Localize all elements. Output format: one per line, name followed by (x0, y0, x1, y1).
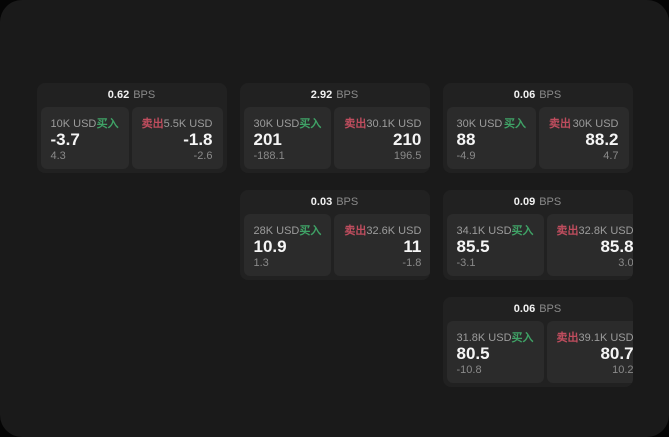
buy-price: 10.9 (253, 237, 287, 257)
buy-side-label: 买入 (299, 225, 322, 237)
sell-side-label: 卖出 (556, 332, 579, 344)
sell-size: 30.1K USD (366, 118, 422, 130)
buy-quote-panel[interactable]: 28K USD 买入 10.9 1.3 (243, 214, 332, 276)
sell-price: 210 (393, 130, 422, 150)
buy-side-label: 买入 (511, 332, 534, 344)
buy-side-label: 买入 (511, 225, 534, 237)
sell-quote-panel[interactable]: 卖出 30.1K USD 210 196.5 (334, 107, 430, 169)
buy-side-label: 买入 (504, 118, 526, 130)
buy-size: 30K USD (456, 118, 503, 130)
buy-quote-panel[interactable]: 34.1K USD 买入 85.5 -3.1 (446, 214, 544, 276)
sell-side-label: 卖出 (344, 118, 367, 130)
card-header: 0.03 BPS (240, 190, 430, 214)
bps-value: 0.06 (513, 89, 536, 101)
buy-sub-value: -188.1 (253, 150, 285, 162)
quote-card-5: 0.09 BPS 34.1K USD 买入 85.5 -3.1 卖出 32.8K … (442, 190, 633, 280)
sell-price: -1.8 (183, 130, 213, 150)
quote-card-3: 0.06 BPS 30K USD 买入 88 -4.9 卖出 30K USD (442, 83, 633, 173)
buy-price: 201 (253, 130, 282, 150)
sell-sub-value: -2.6 (193, 150, 213, 162)
sell-quote-panel[interactable]: 卖出 32.6K USD 11 -1.8 (334, 214, 430, 276)
buy-price: 85.5 (456, 237, 490, 257)
sell-price: 85.8 (600, 237, 633, 257)
buy-price: 88 (456, 130, 476, 150)
sell-price: 88.2 (585, 130, 619, 150)
bps-unit-label: BPS (539, 196, 562, 208)
buy-quote-panel[interactable]: 30K USD 买入 201 -188.1 (243, 107, 332, 169)
bps-unit-label: BPS (539, 89, 562, 101)
buy-quote-panel[interactable]: 30K USD 买入 88 -4.9 (446, 107, 536, 169)
sell-sub-value: 196.5 (393, 150, 422, 162)
bps-unit-label: BPS (133, 89, 156, 101)
sell-size: 32.6K USD (366, 225, 422, 237)
panels: 34.1K USD 买入 85.5 -3.1 卖出 32.8K USD 85.8… (443, 214, 633, 280)
sell-sub-value: -1.8 (402, 257, 422, 269)
buy-price: -3.7 (50, 130, 80, 150)
bps-value: 0.62 (107, 89, 130, 101)
buy-sub-value: -10.8 (456, 364, 482, 376)
bps-unit-label: BPS (336, 196, 359, 208)
bps-unit-label: BPS (539, 303, 562, 315)
buy-sub-value: -3.1 (456, 257, 476, 269)
quote-card-grid: 0.62 BPS 10K USD 买入 -3.7 4.3 卖出 5.5K USD (36, 83, 633, 387)
sell-size: 5.5K USD (163, 118, 213, 130)
bps-value: 2.92 (310, 89, 333, 101)
sell-quote-panel[interactable]: 卖出 5.5K USD -1.8 -2.6 (131, 107, 223, 169)
bps-value: 0.03 (310, 196, 333, 208)
sell-quote-panel[interactable]: 卖出 30K USD 88.2 4.7 (539, 107, 629, 169)
quote-card-1: 0.62 BPS 10K USD 买入 -3.7 4.3 卖出 5.5K USD (36, 83, 227, 173)
sell-quote-panel[interactable]: 卖出 39.1K USD 80.7 10.2 (546, 321, 633, 383)
sell-size: 32.8K USD (578, 225, 633, 237)
bps-unit-label: BPS (336, 89, 359, 101)
card-header: 0.06 BPS (443, 297, 633, 321)
card-header: 0.62 BPS (37, 83, 227, 107)
buy-size: 30K USD (253, 118, 300, 130)
buy-price: 80.5 (456, 344, 490, 364)
panels: 31.8K USD 买入 80.5 -10.8 卖出 39.1K USD 80.… (443, 321, 633, 387)
panels: 10K USD 买入 -3.7 4.3 卖出 5.5K USD -1.8 -2.… (37, 107, 227, 173)
buy-size: 31.8K USD (456, 332, 512, 344)
buy-sub-value: 1.3 (253, 257, 269, 269)
quote-card-2: 2.92 BPS 30K USD 买入 201 -188.1 卖出 30.1K U… (239, 83, 430, 173)
buy-size: 28K USD (253, 225, 300, 237)
sell-side-label: 卖出 (549, 118, 571, 130)
panels: 30K USD 买入 201 -188.1 卖出 30.1K USD 210 1… (240, 107, 430, 173)
bps-value: 0.09 (513, 196, 536, 208)
quote-card-6: 0.06 BPS 31.8K USD 买入 80.5 -10.8 卖出 39.1K… (442, 297, 633, 387)
card-header: 2.92 BPS (240, 83, 430, 107)
sell-side-label: 卖出 (556, 225, 579, 237)
buy-sub-value: -4.9 (456, 150, 476, 162)
sell-price: 11 (403, 237, 422, 257)
sell-price: 80.7 (600, 344, 633, 364)
panels: 30K USD 买入 88 -4.9 卖出 30K USD 88.2 4.7 (443, 107, 633, 173)
buy-size: 34.1K USD (456, 225, 512, 237)
sell-sub-value: 10.2 (612, 364, 633, 376)
buy-sub-value: 4.3 (50, 150, 66, 162)
sell-side-label: 卖出 (344, 225, 367, 237)
buy-side-label: 买入 (299, 118, 322, 130)
sell-size: 30K USD (572, 118, 619, 130)
bps-value: 0.06 (513, 303, 536, 315)
sell-side-label: 卖出 (141, 118, 164, 130)
quote-card-4: 0.03 BPS 28K USD 买入 10.9 1.3 卖出 32.6K USD (239, 190, 430, 280)
card-header: 0.09 BPS (443, 190, 633, 214)
sell-sub-value: 3.0 (618, 257, 633, 269)
buy-quote-panel[interactable]: 31.8K USD 买入 80.5 -10.8 (446, 321, 544, 383)
panels: 28K USD 买入 10.9 1.3 卖出 32.6K USD 11 -1.8 (240, 214, 430, 280)
sell-sub-value: 4.7 (603, 150, 619, 162)
buy-size: 10K USD (50, 118, 97, 130)
sell-quote-panel[interactable]: 卖出 32.8K USD 85.8 3.0 (546, 214, 633, 276)
card-header: 0.06 BPS (443, 83, 633, 107)
sell-size: 39.1K USD (578, 332, 633, 344)
buy-side-label: 买入 (96, 118, 119, 130)
buy-quote-panel[interactable]: 10K USD 买入 -3.7 4.3 (40, 107, 129, 169)
